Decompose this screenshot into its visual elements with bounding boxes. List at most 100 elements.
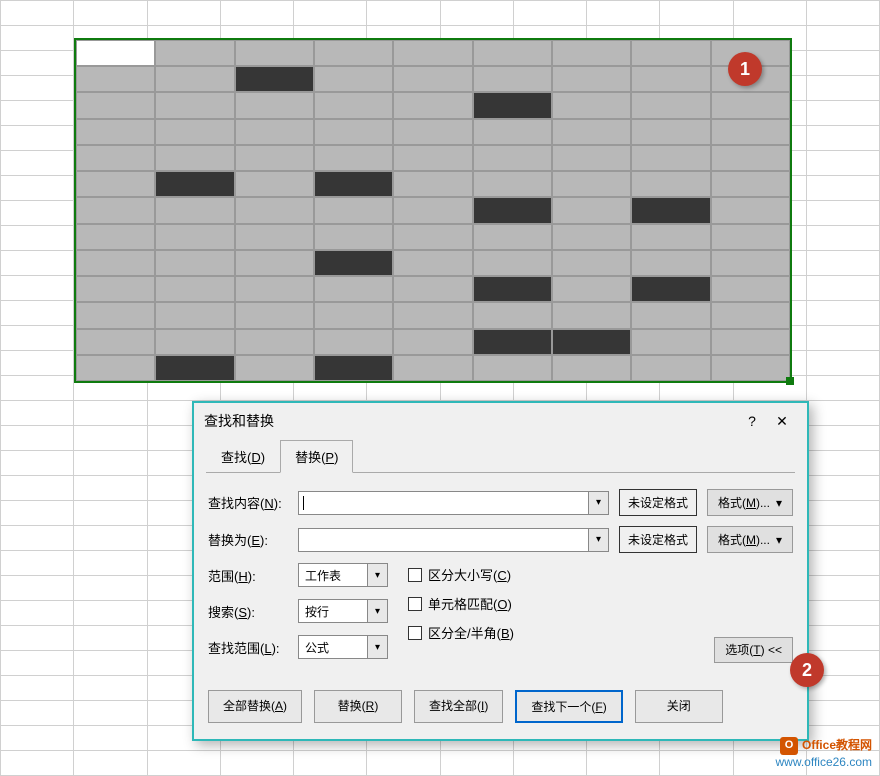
selection-cell[interactable] xyxy=(631,224,710,250)
selection-cell[interactable] xyxy=(711,197,790,223)
selection-cell[interactable] xyxy=(155,224,234,250)
selection-cell[interactable] xyxy=(76,66,155,92)
selection-cell[interactable] xyxy=(631,197,710,223)
selection-cell[interactable] xyxy=(631,276,710,302)
selection-cell[interactable] xyxy=(393,276,472,302)
selection-cell[interactable] xyxy=(552,171,631,197)
selection-cell[interactable] xyxy=(552,250,631,276)
selection-cell[interactable] xyxy=(76,250,155,276)
selection-cell[interactable] xyxy=(473,250,552,276)
selection-cell[interactable] xyxy=(711,355,790,381)
selection-cell[interactable] xyxy=(711,145,790,171)
scope-select[interactable]: 工作表 xyxy=(298,563,368,587)
find-input[interactable] xyxy=(298,491,589,515)
selection-cell[interactable] xyxy=(314,92,393,118)
selection-cell[interactable] xyxy=(473,92,552,118)
selection-cell[interactable] xyxy=(76,92,155,118)
selection-cell[interactable] xyxy=(473,329,552,355)
selection-cell[interactable] xyxy=(393,92,472,118)
selection-cell[interactable] xyxy=(552,224,631,250)
selection-cell[interactable] xyxy=(631,355,710,381)
selection-cell[interactable] xyxy=(711,329,790,355)
selection-cell[interactable] xyxy=(393,119,472,145)
selection-cell[interactable] xyxy=(235,119,314,145)
selection-cell[interactable] xyxy=(314,250,393,276)
selection-cell[interactable] xyxy=(76,329,155,355)
selection-cell[interactable] xyxy=(155,355,234,381)
selection-cell[interactable] xyxy=(235,197,314,223)
selection-cell[interactable] xyxy=(631,66,710,92)
find-history-dropdown[interactable]: ▾ xyxy=(589,491,609,515)
dialog-titlebar[interactable]: 查找和替换 ? ✕ xyxy=(194,403,807,439)
selection-cell[interactable] xyxy=(235,329,314,355)
selection-cell[interactable] xyxy=(631,145,710,171)
selection-cell[interactable] xyxy=(235,276,314,302)
selection-cell[interactable] xyxy=(711,119,790,145)
close-button[interactable]: 关闭 xyxy=(635,690,723,723)
selection-cell[interactable] xyxy=(393,224,472,250)
selection-cell[interactable] xyxy=(552,197,631,223)
selection-cell[interactable] xyxy=(155,276,234,302)
selection-cell[interactable] xyxy=(711,250,790,276)
selection-cell[interactable] xyxy=(76,197,155,223)
selection-cell[interactable] xyxy=(76,355,155,381)
selection-cell[interactable] xyxy=(314,197,393,223)
selection-cell[interactable] xyxy=(155,171,234,197)
selection-cell[interactable] xyxy=(393,197,472,223)
tab-find[interactable]: 查找(D) xyxy=(206,440,280,473)
selection-cell[interactable] xyxy=(314,329,393,355)
selection-fill-handle[interactable] xyxy=(786,377,794,385)
selection-cell[interactable] xyxy=(76,302,155,328)
selection-cell[interactable] xyxy=(314,145,393,171)
selection-cell[interactable] xyxy=(393,302,472,328)
selection-cell[interactable] xyxy=(314,171,393,197)
lookin-select[interactable]: 公式 xyxy=(298,635,368,659)
selection-cell[interactable] xyxy=(393,171,472,197)
selection-cell[interactable] xyxy=(235,171,314,197)
selection-cell[interactable] xyxy=(235,302,314,328)
selection-cell[interactable] xyxy=(76,224,155,250)
replace-input[interactable] xyxy=(298,528,589,552)
selection-cell[interactable] xyxy=(76,276,155,302)
replace-button[interactable]: 替换(R) xyxy=(314,690,402,723)
selection-cell[interactable] xyxy=(155,145,234,171)
selection-cell[interactable] xyxy=(314,302,393,328)
selection-cell[interactable] xyxy=(155,40,234,66)
selection-cell[interactable] xyxy=(473,224,552,250)
selection-cell[interactable] xyxy=(473,119,552,145)
selection-cell[interactable] xyxy=(393,145,472,171)
selection-cell[interactable] xyxy=(631,302,710,328)
selection-cell[interactable] xyxy=(235,66,314,92)
selection-cell[interactable] xyxy=(314,66,393,92)
selection-cell[interactable] xyxy=(314,355,393,381)
selection-cell[interactable] xyxy=(552,355,631,381)
find-all-button[interactable]: 查找全部(I) xyxy=(414,690,503,723)
selected-range[interactable] xyxy=(74,38,792,383)
selection-cell[interactable] xyxy=(711,302,790,328)
selection-cell[interactable] xyxy=(473,276,552,302)
selection-cell[interactable] xyxy=(393,66,472,92)
selection-cell[interactable] xyxy=(235,355,314,381)
selection-cell[interactable] xyxy=(473,197,552,223)
selection-cell[interactable] xyxy=(235,250,314,276)
replace-format-button[interactable]: 格式(M)...▾ xyxy=(707,526,793,553)
selection-cell[interactable] xyxy=(631,171,710,197)
selection-cell[interactable] xyxy=(314,276,393,302)
replace-history-dropdown[interactable]: ▾ xyxy=(589,528,609,552)
selection-cell[interactable] xyxy=(631,40,710,66)
selection-cell[interactable] xyxy=(314,119,393,145)
selection-cell[interactable] xyxy=(235,224,314,250)
replace-all-button[interactable]: 全部替换(A) xyxy=(208,690,302,723)
selection-cell[interactable] xyxy=(473,171,552,197)
selection-cell[interactable] xyxy=(393,329,472,355)
selection-cell[interactable] xyxy=(552,329,631,355)
selection-cell[interactable] xyxy=(552,302,631,328)
selection-cell[interactable] xyxy=(235,145,314,171)
selection-cell[interactable] xyxy=(76,145,155,171)
selection-cell[interactable] xyxy=(631,119,710,145)
selection-cell[interactable] xyxy=(473,40,552,66)
search-select[interactable]: 按行 xyxy=(298,599,368,623)
find-next-button[interactable]: 查找下一个(F) xyxy=(515,690,622,723)
selection-cell[interactable] xyxy=(393,355,472,381)
selection-cell[interactable] xyxy=(393,40,472,66)
